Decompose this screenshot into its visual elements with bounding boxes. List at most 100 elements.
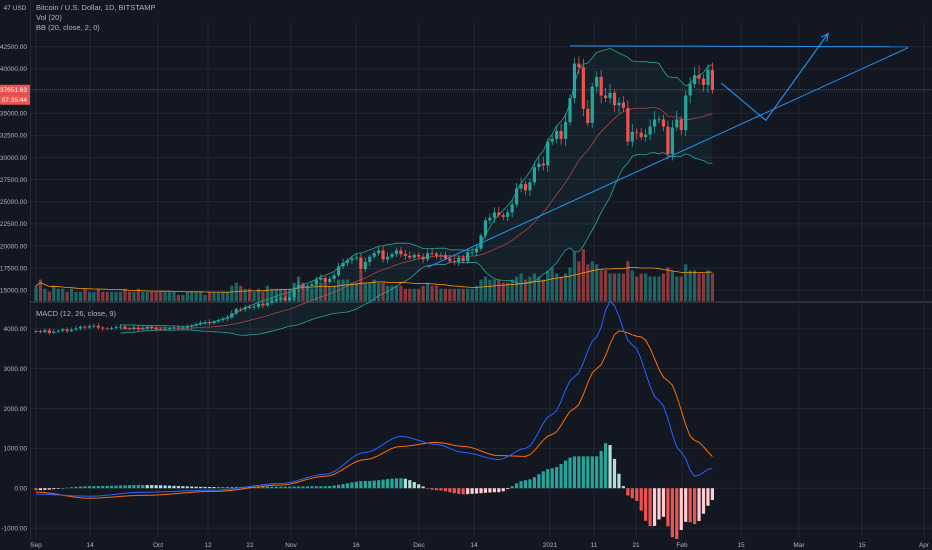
time-tick-label: 15 <box>858 542 866 549</box>
volume-bar <box>207 291 212 301</box>
candle-body <box>248 307 252 308</box>
main-legend: Bitcoin / U.S. Dollar, 1D, BITSTAMP Vol … <box>36 3 155 33</box>
candle-body <box>74 328 78 330</box>
volume-bar <box>159 291 163 301</box>
bollinger-bands <box>30 47 932 336</box>
volume-bar <box>701 273 706 301</box>
candle-body <box>488 217 492 221</box>
countdown-tag-bg <box>0 94 30 105</box>
candle-body <box>221 318 225 321</box>
volume-bar <box>212 291 216 301</box>
volume-bar <box>43 288 47 301</box>
candle-body <box>608 92 612 99</box>
macd-histogram-bar <box>626 488 630 496</box>
volume-bar <box>167 291 172 301</box>
macd-histogram-bar <box>279 486 283 489</box>
volume-bar <box>434 285 439 301</box>
candle-body <box>626 107 630 142</box>
macd-tick-label: 2000.00 <box>4 406 28 413</box>
macd-histogram-bar <box>159 485 163 489</box>
time-tick-label: 14 <box>470 542 478 549</box>
volume-bar <box>697 273 701 301</box>
macd-histogram-bar <box>203 486 207 489</box>
volume-legend[interactable]: Vol (20) <box>36 13 62 22</box>
macd-legend-wrap: MACD (12, 26, close, 9) <box>36 309 116 319</box>
volume-bar <box>661 273 666 301</box>
volume-bar <box>101 291 105 301</box>
candle-body <box>305 285 310 288</box>
candle-body <box>181 327 185 329</box>
volume-bar <box>394 285 399 301</box>
volume-bar <box>265 285 269 301</box>
macd-legend[interactable]: MACD (12, 26, close, 9) <box>36 309 117 318</box>
volume-bar <box>61 288 65 301</box>
volume-bar <box>221 291 225 301</box>
macd-histogram-bar <box>114 485 118 489</box>
volume-bar <box>572 252 577 301</box>
macd-histogram-bar <box>701 488 706 514</box>
volume-bar <box>145 291 149 301</box>
volume-bar <box>199 291 203 301</box>
candle-body <box>136 327 140 330</box>
candle-body <box>688 84 692 96</box>
volume-bar <box>644 273 648 301</box>
volume-bar <box>693 270 697 301</box>
volume-bar <box>52 285 56 301</box>
volume-bar <box>457 288 461 301</box>
volume-bar <box>408 288 412 301</box>
volume-bar <box>368 282 372 301</box>
volume-bar <box>34 285 38 301</box>
macd-histogram-bar <box>265 486 269 489</box>
candle-body <box>381 250 385 260</box>
macd-histogram-bar <box>488 488 492 493</box>
candle-body <box>159 329 163 331</box>
macd-histogram-bar <box>212 487 216 489</box>
candle-body <box>448 258 452 262</box>
macd-tick-label: -1000.00 <box>1 525 27 532</box>
volume-bar <box>56 288 60 301</box>
macd-histogram-bar <box>319 486 323 489</box>
candle-body <box>604 95 608 99</box>
macd-histogram-bar <box>559 464 563 489</box>
macd-histogram-bar <box>323 486 327 489</box>
time-tick-label: 12 <box>204 542 212 549</box>
macd-histogram-bar <box>426 488 430 489</box>
symbol-title[interactable]: Bitcoin / U.S. Dollar, 1D, BITSTAMP <box>36 3 156 12</box>
volume-bar <box>288 288 292 301</box>
volume-bar <box>399 285 403 301</box>
macd-histogram-bar <box>439 488 443 491</box>
macd-histogram-bar <box>657 488 661 520</box>
candle-body <box>252 306 256 308</box>
countdown-tag: 07:35:44 <box>2 97 28 104</box>
macd-histogram-bar <box>190 486 194 489</box>
candle-body <box>617 102 621 106</box>
macd-tick-label: 1000.00 <box>4 446 28 453</box>
volume-bar <box>657 276 661 301</box>
volume-bar <box>74 291 78 301</box>
trend-drawings[interactable] <box>427 32 909 268</box>
candle-body <box>190 325 194 327</box>
candle-body <box>207 322 212 324</box>
volume-bar <box>688 270 692 301</box>
time-tick-label: Dec <box>413 542 425 549</box>
volume-bar <box>261 291 265 301</box>
candle-body <box>261 303 265 306</box>
time-tick-label: Feb <box>676 542 688 549</box>
candle-body <box>577 63 581 68</box>
candle-body <box>167 328 172 329</box>
candle-body <box>270 300 274 303</box>
macd-histogram-bar <box>256 486 261 489</box>
volume-bar <box>243 288 247 301</box>
macd-histogram-bar <box>483 488 488 493</box>
bb-legend[interactable]: BB (20, close, 2, 0) <box>36 23 100 32</box>
candle-body <box>323 277 327 282</box>
candle-body <box>341 262 345 267</box>
macd-histogram-bar <box>163 485 167 489</box>
candle-body <box>203 322 207 324</box>
candle-body <box>434 253 439 256</box>
volume-bar <box>96 288 100 301</box>
volume-bar <box>114 291 118 301</box>
